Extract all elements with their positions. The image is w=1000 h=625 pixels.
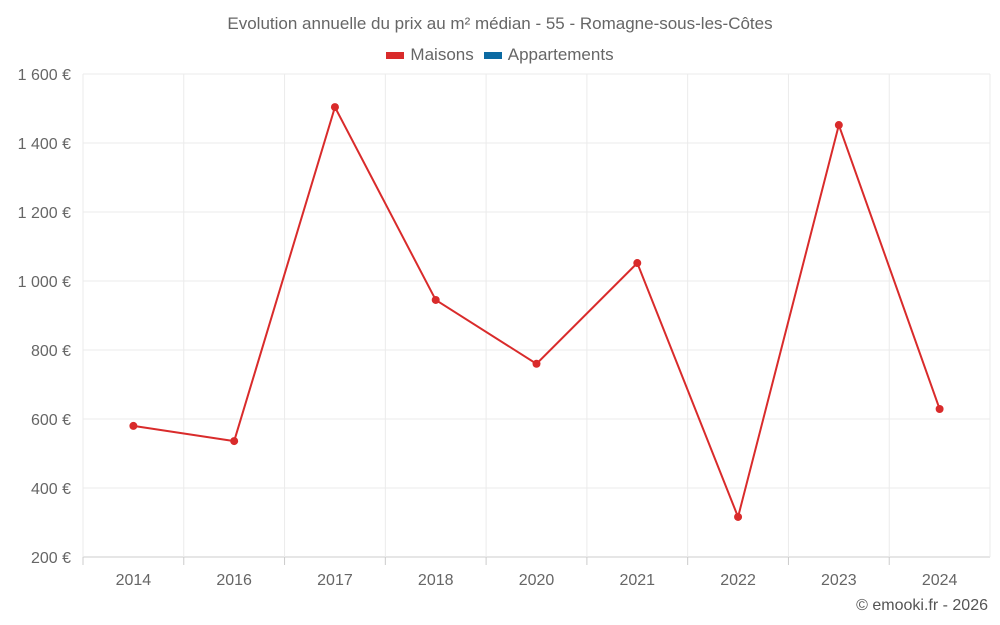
y-tick-label: 400 €: [31, 481, 71, 498]
data-point: [230, 437, 239, 446]
y-tick-label: 1 400 €: [18, 136, 71, 153]
x-tick-label: 2021: [619, 572, 655, 589]
y-tick-label: 1 200 €: [18, 205, 71, 222]
y-tick-label: 1 600 €: [18, 67, 71, 84]
x-tick-label: 2014: [116, 572, 152, 589]
data-point: [129, 421, 138, 430]
legend-item-maisons[interactable]: Maisons: [386, 45, 474, 65]
data-point: [330, 103, 339, 112]
chart-title: Evolution annuelle du prix au m² médian …: [227, 14, 773, 33]
x-tick-label: 2016: [216, 572, 252, 589]
y-tick-label: 200 €: [31, 550, 71, 567]
data-point: [834, 121, 843, 130]
data-point: [633, 259, 642, 268]
credit: © emooki.fr - 2026: [856, 597, 988, 614]
x-tick-label: 2018: [418, 572, 454, 589]
legend-swatch-maisons: [386, 51, 405, 59]
data-point: [734, 512, 743, 521]
y-tick-label: 1 000 €: [18, 274, 71, 291]
x-tick-label: 2023: [821, 572, 857, 589]
series-line-maisons: [133, 104, 941, 521]
x-tick-label: 2022: [720, 572, 756, 589]
y-tick-label: 800 €: [31, 343, 71, 360]
legend-label-appartements: Appartements: [507, 45, 614, 64]
data-point: [532, 359, 541, 368]
data-point: [431, 295, 440, 304]
x-tick-label: 2024: [922, 572, 958, 589]
legend-swatch-appartements: [483, 51, 502, 59]
x-tick-label: 2017: [317, 572, 353, 589]
legend-item-appartements[interactable]: Appartements: [483, 45, 614, 65]
y-tick-label: 600 €: [31, 412, 71, 429]
legend-label-maisons: Maisons: [410, 45, 474, 64]
legend: Maisons Appartements: [0, 45, 1000, 65]
data-point: [935, 404, 944, 413]
x-tick-label: 2020: [519, 572, 555, 589]
